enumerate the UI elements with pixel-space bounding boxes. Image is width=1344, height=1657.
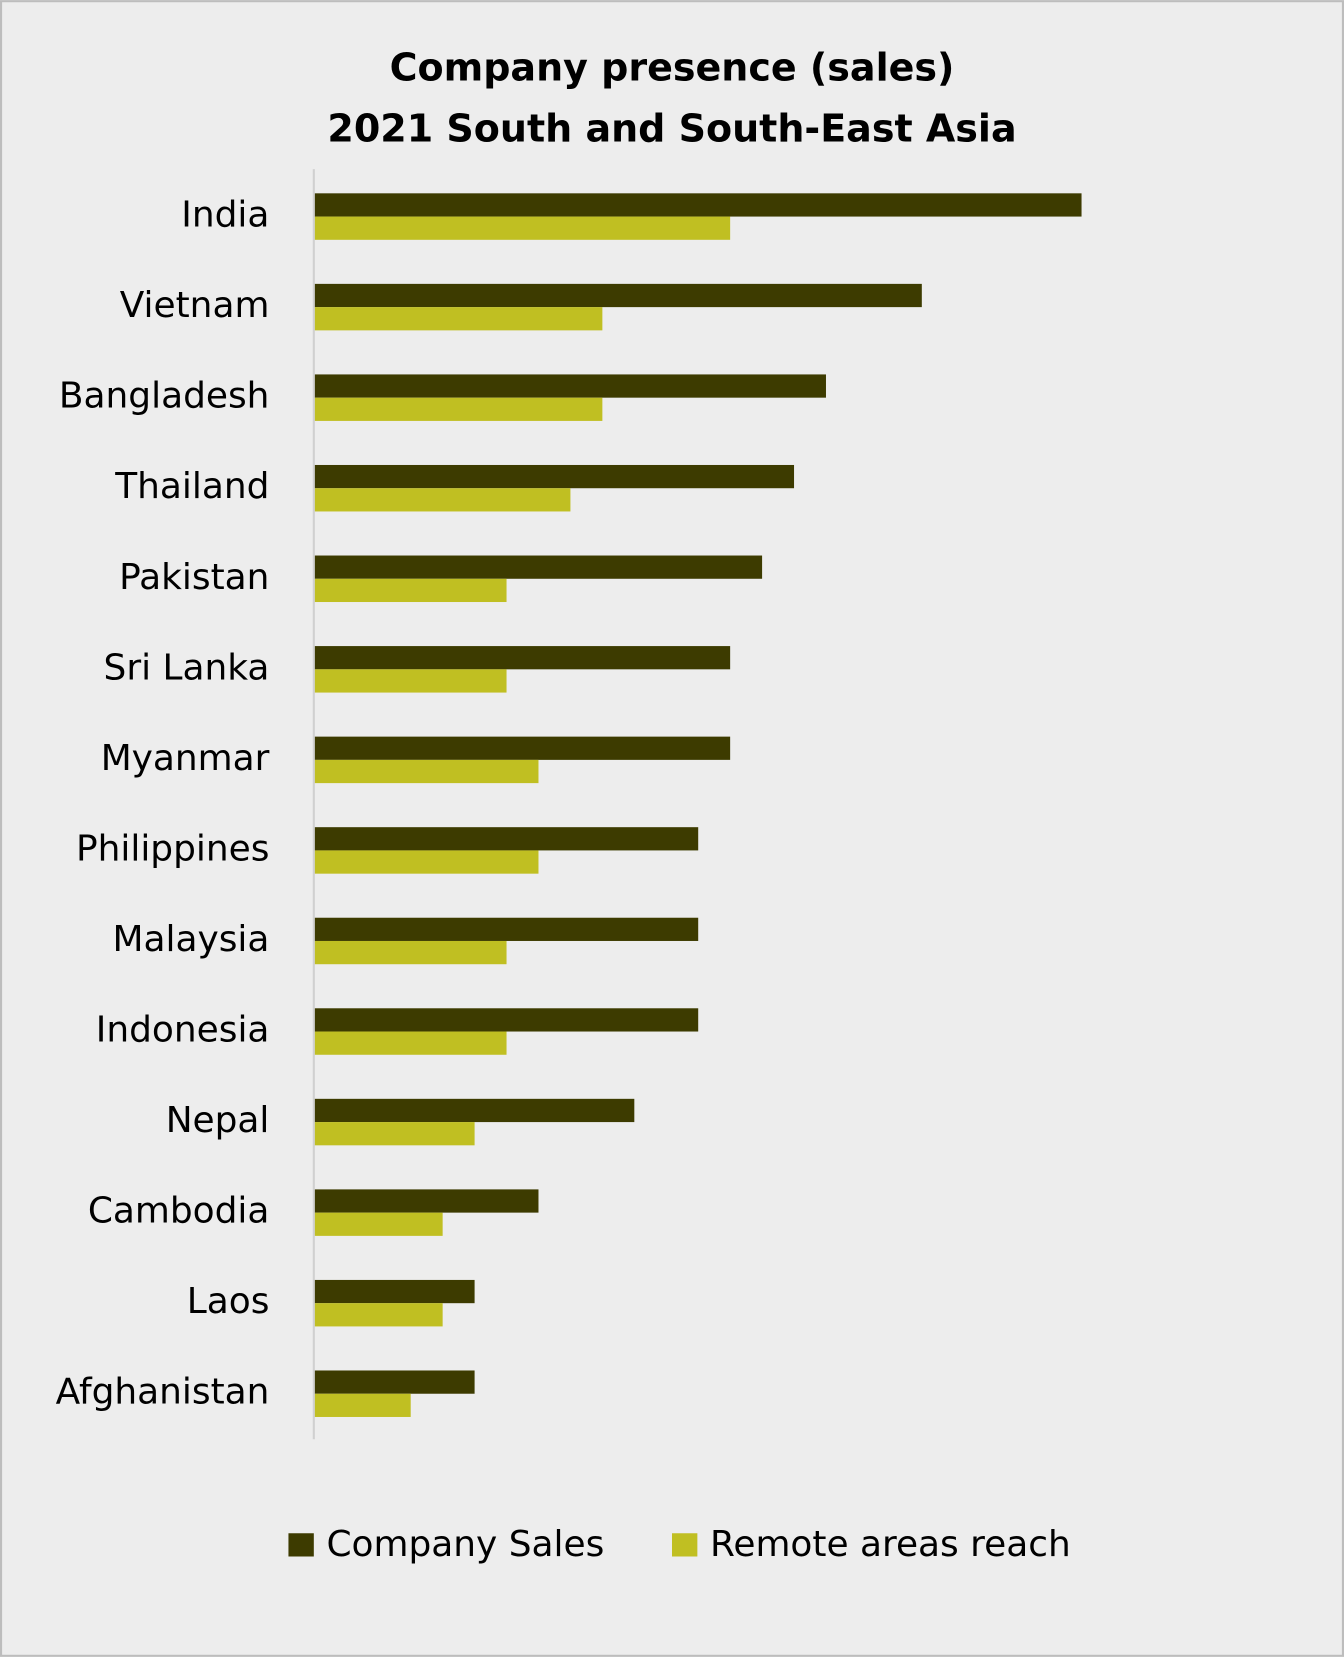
- category-label: Philippines: [76, 828, 269, 869]
- bar: [314, 1122, 475, 1146]
- legend-swatch: [672, 1533, 698, 1557]
- category-label: Cambodia: [88, 1191, 270, 1232]
- bar: [314, 464, 795, 489]
- bar: [314, 1279, 475, 1304]
- bar: [314, 1212, 443, 1236]
- bar: [314, 578, 507, 603]
- bar: [314, 1031, 507, 1055]
- bar: [314, 669, 507, 693]
- bar: [314, 283, 922, 308]
- category-label: Laos: [187, 1281, 270, 1322]
- bar: [314, 1303, 443, 1327]
- bar: [314, 827, 699, 851]
- bar: [314, 1008, 699, 1032]
- category-label: Myanmar: [101, 738, 270, 779]
- bar: [314, 307, 603, 331]
- bar: [314, 397, 603, 421]
- category-label: Sri Lanka: [104, 647, 270, 688]
- bar: [314, 1098, 635, 1123]
- bar: [314, 736, 731, 760]
- category-label: Thailand: [114, 466, 269, 507]
- category-label: India: [181, 195, 269, 236]
- bar: [314, 759, 539, 784]
- bar: [314, 216, 731, 240]
- bar: [314, 1393, 411, 1417]
- category-label: Pakistan: [119, 557, 269, 598]
- bar: [314, 374, 826, 398]
- bar: [314, 555, 763, 579]
- category-label: Bangladesh: [59, 376, 270, 417]
- bar: [314, 917, 699, 941]
- chart-title: Company presence (sales): [390, 45, 955, 89]
- category-label: Vietnam: [120, 285, 270, 326]
- category-label: Nepal: [166, 1100, 270, 1141]
- bar: [314, 1189, 539, 1213]
- chart-subtitle: 2021 South and South-East Asia: [327, 107, 1016, 151]
- bar: [314, 488, 571, 512]
- category-label: Afghanistan: [56, 1372, 270, 1413]
- bar: [314, 850, 539, 874]
- legend-label: Company Sales: [326, 1524, 604, 1565]
- bar: [314, 646, 731, 670]
- bar: [314, 940, 507, 965]
- bar: [314, 193, 1082, 217]
- category-label: Malaysia: [113, 919, 270, 960]
- legend-label: Remote areas reach: [710, 1524, 1071, 1565]
- legend-swatch: [288, 1533, 314, 1557]
- bar: [314, 1370, 475, 1394]
- category-label: Indonesia: [96, 1010, 270, 1051]
